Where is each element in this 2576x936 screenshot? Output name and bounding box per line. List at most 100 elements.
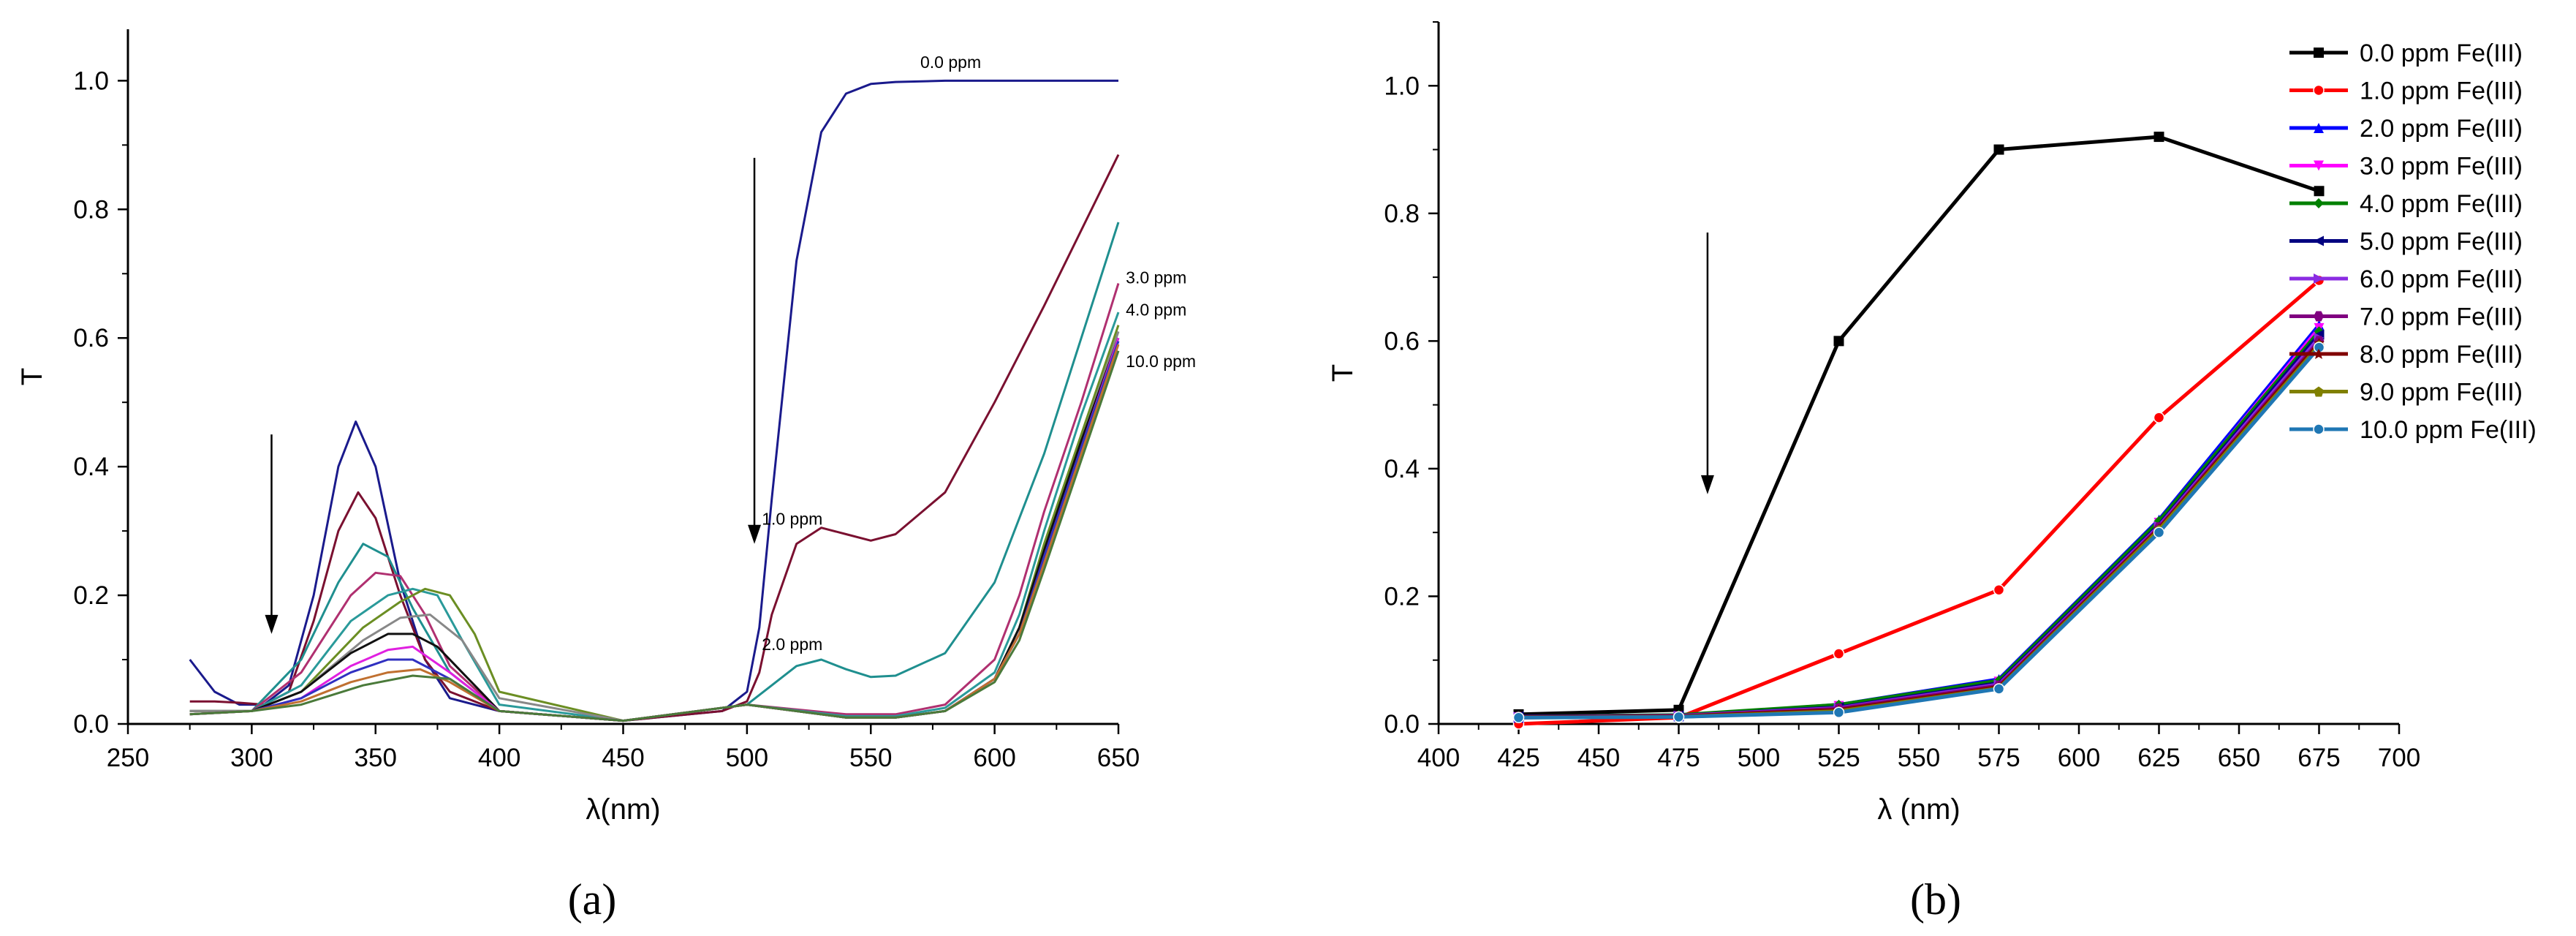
series-line-0-0-ppm <box>189 79 1118 722</box>
y-tick-label: 0.4 <box>1384 455 1420 483</box>
series-line-3-0-ppm <box>189 283 1120 722</box>
y-tick-label: 0.4 <box>73 453 109 481</box>
series-line-1-0-ppm <box>189 154 1120 722</box>
data-point-0-0-ppm <box>1833 336 1844 347</box>
x-tick-label: 500 <box>1738 744 1780 772</box>
data-point-1-0-ppm <box>1993 584 2005 596</box>
series-line-5-0-ppm <box>1518 333 2321 718</box>
series-line-3-0-ppm <box>1518 327 2321 720</box>
legend-label: 8.0 ppm Fe(III) <box>2360 341 2523 369</box>
panel-b-label: (b) <box>1910 875 1961 924</box>
x-tick-label: 450 <box>1577 744 1620 772</box>
legend-swatch-marker <box>2314 160 2324 171</box>
y-axis-title: T <box>16 368 48 385</box>
y-tick-label: 0.8 <box>1384 200 1420 228</box>
legend-label: 3.0 ppm Fe(III) <box>2360 153 2523 181</box>
trend-arrow-b-0-head <box>1700 475 1714 494</box>
series-line-10-0-ppm-b- <box>189 350 1120 722</box>
legend-label: 5.0 ppm Fe(III) <box>2360 228 2523 256</box>
series-line-9-0-ppm <box>1518 344 2321 720</box>
x-tick-label: 475 <box>1657 744 1700 772</box>
series-line-4-0-ppm <box>1518 330 2321 718</box>
x-tick-label: 350 <box>355 744 397 772</box>
series-line-6-0-ppm <box>1518 336 2321 719</box>
y-tick-label: 0.2 <box>73 581 109 610</box>
legend-swatch-marker <box>2314 235 2324 246</box>
legend-swatch-marker <box>2313 423 2325 435</box>
x-tick-label: 525 <box>1817 744 1860 772</box>
x-tick-label: 575 <box>1977 744 2020 772</box>
trend-arrow-0-head <box>265 614 279 634</box>
x-tick-label: 600 <box>973 744 1015 772</box>
y-tick-label: 0.2 <box>1384 582 1420 611</box>
data-point-0-0-ppm <box>2153 132 2164 143</box>
legend-swatch-marker <box>2314 349 2324 359</box>
series-line-0-0-ppm <box>1518 135 2320 717</box>
legend-label: 7.0 ppm Fe(III) <box>2360 303 2523 331</box>
series-line-10-0-ppm <box>1518 346 2321 720</box>
panel-b-chart: 400 425 450 475 500 525 550 575 600 625 650 675 700 0… <box>1327 21 2537 826</box>
data-point-10-0-ppm <box>1833 706 1845 719</box>
x-tick-label: 250 <box>107 744 149 772</box>
data-point-0-0-ppm <box>2314 186 2325 197</box>
x-tick-label: 300 <box>230 744 273 772</box>
x-tick-label: 550 <box>1898 744 1940 772</box>
legend-swatch-marker <box>2314 123 2324 133</box>
x-axis-title: λ (nm) <box>1877 793 1960 826</box>
curve-annotation: 2.0 ppm <box>762 635 822 654</box>
x-tick-label: 400 <box>478 744 520 772</box>
curve-annotation: 0.0 ppm <box>920 53 981 72</box>
data-point-0-0-ppm <box>1993 144 2004 155</box>
legend-swatch-marker <box>2313 84 2325 97</box>
curve-annotation: 1.0 ppm <box>762 509 822 528</box>
legend-label: 4.0 ppm Fe(III) <box>2360 190 2523 218</box>
x-tick-label: 550 <box>849 744 892 772</box>
x-tick-label: 700 <box>2378 744 2420 772</box>
y-tick-label: 1.0 <box>73 67 109 95</box>
x-axis-title: λ(nm) <box>586 793 660 826</box>
legend-label: 6.0 ppm Fe(III) <box>2360 265 2523 293</box>
legend-swatch-marker <box>2314 198 2324 208</box>
legend: 0.0 ppm Fe(III) 1.0 ppm Fe(III) 2.0 ppm Fe… <box>2289 39 2537 444</box>
legend-label: 0.0 ppm Fe(III) <box>2360 39 2523 67</box>
legend-swatch-marker <box>2314 386 2324 397</box>
curve-annotation: 4.0 ppm <box>1126 300 1186 319</box>
y-tick-label: 0.0 <box>1384 710 1420 739</box>
x-tick-label: 625 <box>2137 744 2180 772</box>
legend-label: 9.0 ppm Fe(III) <box>2360 379 2523 407</box>
x-tick-label: 600 <box>2058 744 2100 772</box>
x-tick-label: 500 <box>726 744 768 772</box>
data-point-10-0-ppm <box>2153 526 2165 538</box>
curve-annotation: 10.0 ppm <box>1126 352 1196 371</box>
legend-label: 1.0 ppm Fe(III) <box>2360 78 2523 105</box>
data-point-1-0-ppm <box>1833 648 1845 660</box>
series-line-1-0-ppm <box>1518 279 2321 726</box>
legend-label: 2.0 ppm Fe(III) <box>2360 115 2523 143</box>
x-tick-label: 425 <box>1497 744 1539 772</box>
series-line-7-0-ppm <box>1518 339 2321 719</box>
panel-a-chart: 250 300 350 400 450 500 550 600 650 0.0 0.2 0.4 0.6 0… <box>16 29 1196 826</box>
data-point-1-0-ppm <box>2153 412 2165 423</box>
curve-annotation: 3.0 ppm <box>1126 268 1186 287</box>
x-tick-label: 450 <box>602 744 644 772</box>
y-tick-label: 0.8 <box>73 195 109 224</box>
series-line-8-0-ppm <box>1518 341 2321 719</box>
data-point-10-0-ppm <box>1672 711 1685 723</box>
y-tick-label: 1.0 <box>1384 72 1420 100</box>
legend-label: 10.0 ppm Fe(III) <box>2360 416 2537 444</box>
y-tick-label: 0.0 <box>73 710 109 739</box>
y-tick-label: 0.6 <box>73 324 109 352</box>
x-tick-label: 675 <box>2297 744 2340 772</box>
series-line-2-0-ppm <box>189 222 1120 722</box>
y-tick-label: 0.6 <box>1384 327 1420 355</box>
series-line-5-0-ppm <box>189 325 1120 722</box>
data-point-10-0-ppm <box>1993 683 2005 695</box>
legend-swatch-marker <box>2314 48 2324 58</box>
legend-swatch-marker <box>2314 311 2324 322</box>
trend-arrow-1-head <box>748 524 762 544</box>
data-point-10-0-ppm <box>1512 712 1525 724</box>
x-tick-label: 650 <box>2218 744 2260 772</box>
x-tick-label: 400 <box>1417 744 1460 772</box>
legend-swatch-marker <box>2314 273 2324 284</box>
